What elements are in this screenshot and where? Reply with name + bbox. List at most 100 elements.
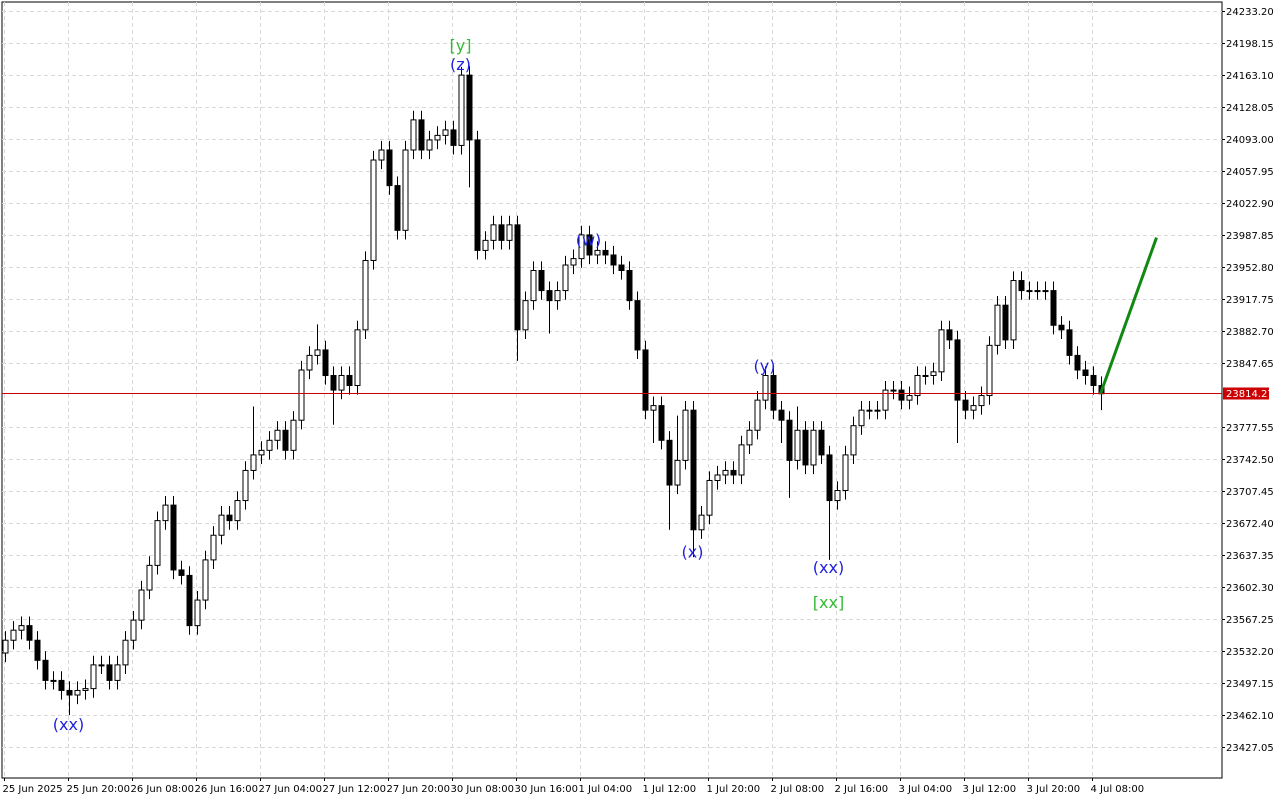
candle-body	[650, 405, 657, 411]
candle-body	[546, 290, 553, 302]
wave-label: (xx)	[813, 558, 844, 577]
candle-body	[1082, 369, 1089, 376]
candle-body	[90, 664, 97, 690]
candle-body	[834, 490, 841, 502]
candle-body	[794, 429, 801, 461]
candle-body	[386, 149, 393, 187]
candle-body	[554, 290, 561, 302]
candle-body	[10, 629, 17, 641]
y-tick-label: 23602.30	[1226, 583, 1274, 594]
candle-body	[954, 339, 961, 401]
candle-body	[906, 395, 913, 401]
candle-body	[658, 405, 665, 441]
candle-body	[586, 234, 593, 256]
candle-body	[1074, 354, 1081, 371]
candle-body	[34, 639, 41, 661]
candle-body	[570, 258, 577, 266]
candle-body	[74, 689, 81, 696]
candle-body	[282, 429, 289, 451]
candle-body	[946, 329, 953, 341]
candle-body	[530, 269, 537, 302]
candle-body	[66, 689, 73, 696]
candle-body	[634, 300, 641, 351]
candle-body	[522, 300, 529, 331]
wave-label: (y)	[754, 356, 776, 375]
candle-body	[442, 129, 449, 136]
candle-body	[306, 354, 313, 371]
y-tick-label: 23672.40	[1226, 519, 1274, 530]
candle-body	[234, 500, 241, 522]
x-tick-label: 27 Jun 04:00	[259, 784, 323, 795]
candle-body	[1026, 290, 1033, 293]
candle-body	[170, 504, 177, 571]
y-tick-label: 24233.20	[1226, 7, 1274, 18]
y-tick-label: 24163.10	[1226, 71, 1274, 82]
candle-body	[890, 389, 897, 392]
candle-body	[298, 369, 305, 421]
candle-body	[858, 409, 865, 427]
candle-body	[674, 459, 681, 486]
x-tick-label: 26 Jun 16:00	[195, 784, 259, 795]
candle-body	[1034, 290, 1041, 293]
candle-body	[1042, 290, 1049, 293]
x-tick-label: 1 Jul 04:00	[579, 784, 633, 795]
candle-body	[978, 395, 985, 407]
candle-body	[922, 374, 929, 377]
plot-area	[1, 1, 1223, 779]
candle-body	[98, 664, 105, 667]
candle-body	[1066, 329, 1073, 356]
x-tick-label: 30 Jun 16:00	[515, 784, 579, 795]
candle-body	[194, 599, 201, 627]
candle-body	[594, 249, 601, 256]
candle-body	[962, 399, 969, 411]
candle-body	[394, 185, 401, 231]
candle-body	[994, 304, 1001, 346]
wave-label: [xx]	[813, 593, 844, 612]
candle-body	[130, 619, 137, 641]
candle-body	[538, 269, 545, 292]
candle-body	[210, 534, 217, 561]
candle-body	[202, 559, 209, 601]
candle-body	[666, 439, 673, 486]
candle-body	[226, 514, 233, 522]
y-tick-label: 23532.20	[1226, 647, 1274, 658]
wave-label: [y]	[450, 36, 472, 55]
candle-body	[754, 399, 761, 431]
candle-body	[50, 679, 57, 682]
candle-body	[362, 259, 369, 331]
x-tick-label: 27 Jun 12:00	[323, 784, 387, 795]
candle-body	[458, 74, 465, 146]
candle-body	[842, 454, 849, 492]
candle-body	[26, 625, 33, 641]
candle-body	[250, 454, 257, 471]
y-tick-label: 23847.65	[1226, 359, 1274, 370]
candle-body	[330, 374, 337, 391]
x-tick-label: 3 Jul 12:00	[963, 784, 1017, 795]
candle-body	[354, 329, 361, 387]
candle-body	[114, 664, 121, 681]
y-tick-label: 23637.35	[1226, 551, 1274, 562]
candle-body	[490, 224, 497, 241]
candle-body	[938, 329, 945, 373]
x-tick-label: 3 Jul 20:00	[1027, 784, 1081, 795]
candle-body	[626, 269, 633, 302]
candle-body	[698, 514, 705, 531]
x-tick-label: 2 Jul 16:00	[835, 784, 889, 795]
candle-body	[778, 409, 785, 421]
x-tick-label: 25 Jun 2025	[3, 784, 63, 795]
y-tick-label: 23497.15	[1226, 679, 1274, 690]
candle-body	[786, 419, 793, 461]
candle-body	[178, 569, 185, 576]
candle-body	[602, 249, 609, 256]
candle-body	[1002, 304, 1009, 341]
candle-body	[810, 429, 817, 466]
candle-body	[42, 659, 49, 681]
wave-label: (x)	[682, 543, 704, 562]
y-tick-label: 24198.15	[1226, 39, 1274, 50]
candle-body	[730, 469, 737, 476]
candle-body	[162, 504, 169, 522]
candle-body	[1018, 280, 1025, 292]
candle-body	[690, 409, 697, 531]
